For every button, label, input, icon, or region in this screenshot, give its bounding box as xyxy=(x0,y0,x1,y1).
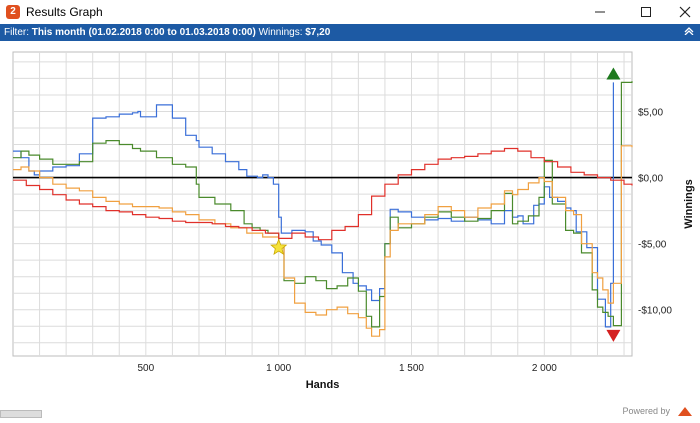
x-axis-label: Hands xyxy=(306,379,340,391)
x-tick-label: 1 000 xyxy=(266,363,291,374)
maximize-icon xyxy=(641,7,651,17)
winnings-value: $7,20 xyxy=(305,27,331,38)
collapse-button[interactable] xyxy=(684,24,694,41)
x-tick-label: 500 xyxy=(137,363,154,374)
title-bar: 2 Results Graph xyxy=(0,0,700,24)
series-line-allin_ev xyxy=(13,145,633,337)
horizontal-scrollbar[interactable] xyxy=(0,410,42,418)
y-axis-label: Winnings xyxy=(683,179,695,228)
maximize-button[interactable] xyxy=(626,0,666,24)
filter-bar[interactable]: Filter: This month (01.02.2018 0:00 to 0… xyxy=(0,24,700,41)
max-marker-icon xyxy=(606,67,621,80)
close-button[interactable] xyxy=(665,0,700,24)
results-chart[interactable]: 500 1 000 1 500 2 000 $5,00 $0,00 -$5,00 -$10,0… xyxy=(0,41,700,418)
series-line-nonshowdown xyxy=(13,147,633,241)
close-icon xyxy=(679,6,691,18)
x-tick-label: 2 000 xyxy=(532,363,557,374)
y-tick-label: $5,00 xyxy=(638,107,663,118)
y-tick-label: -$10,00 xyxy=(638,306,672,317)
chevron-up-icon xyxy=(684,27,694,36)
star-marker-icon xyxy=(270,238,288,255)
minimize-icon xyxy=(595,11,605,13)
min-marker-icon xyxy=(606,329,621,342)
filter-range: This month (01.02.2018 0:00 to 01.03.201… xyxy=(31,27,256,38)
y-tick-label: -$5,00 xyxy=(638,240,667,251)
results-graph[interactable]: 500 1 000 1 500 2 000 $5,00 $0,00 -$5,00 -$10,0… xyxy=(0,41,700,418)
winnings-label: Winnings: xyxy=(258,27,303,38)
app-logo-icon: 2 xyxy=(6,5,20,19)
x-tick-label: 1 500 xyxy=(399,363,424,374)
y-tick-label: $0,00 xyxy=(638,174,663,185)
window-title: Results Graph xyxy=(26,5,103,19)
powered-by-text: Powered by xyxy=(622,406,670,416)
plot-area xyxy=(12,51,633,357)
filter-prefix: Filter: xyxy=(4,27,29,38)
minimize-button[interactable] xyxy=(580,0,620,24)
powered-by-logo-icon xyxy=(678,407,692,416)
